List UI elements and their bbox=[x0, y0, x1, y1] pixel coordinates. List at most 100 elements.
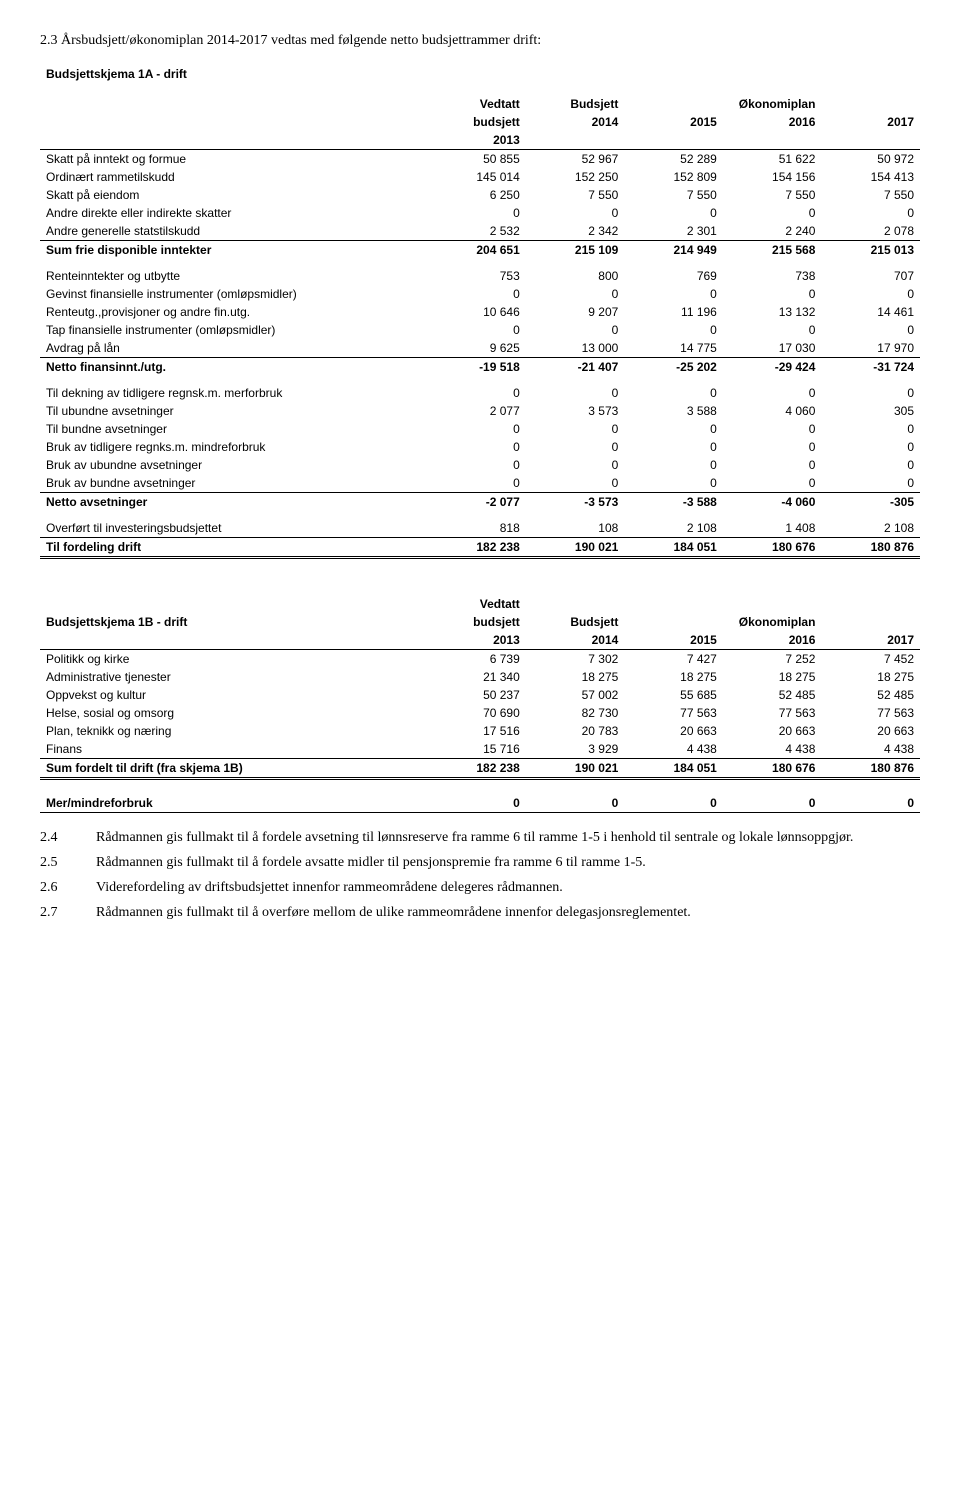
row-label: Sum fordelt til drift (fra skjema 1B) bbox=[40, 758, 427, 778]
table-row: Sum fordelt til drift (fra skjema 1B)182… bbox=[40, 758, 920, 778]
row-value: -25 202 bbox=[624, 357, 723, 376]
table-row: Netto avsetninger-2 077-3 573-3 588-4 06… bbox=[40, 492, 920, 511]
row-value: 0 bbox=[723, 285, 822, 303]
row-label: Sum frie disponible inntekter bbox=[40, 240, 427, 259]
row-value: 13 132 bbox=[723, 303, 822, 321]
table-1b-title: Budsjettskjema 1B - drift bbox=[40, 613, 427, 631]
row-value: 2 532 bbox=[427, 222, 526, 241]
row-value: 0 bbox=[526, 204, 625, 222]
row-value: 0 bbox=[624, 321, 723, 339]
table-1a-header-row1: Vedtatt Budsjett Økonomiplan bbox=[40, 95, 920, 113]
row-label: Plan, teknikk og næring bbox=[40, 722, 427, 740]
header-2013: 2013 bbox=[427, 131, 526, 150]
row-value: 9 207 bbox=[526, 303, 625, 321]
row-value: 17 970 bbox=[821, 339, 920, 358]
footer-v1: 0 bbox=[526, 794, 625, 813]
row-value: 215 568 bbox=[723, 240, 822, 259]
row-label: Renteutg.,provisjoner og andre fin.utg. bbox=[40, 303, 427, 321]
table-row: Bruk av ubundne avsetninger00000 bbox=[40, 456, 920, 474]
row-value: 0 bbox=[624, 456, 723, 474]
row-value: 0 bbox=[427, 420, 526, 438]
row-value: 3 588 bbox=[624, 402, 723, 420]
list-item: 2.4Rådmannen gis fullmakt til å fordele … bbox=[40, 829, 920, 848]
row-label: Andre direkte eller indirekte skatter bbox=[40, 204, 427, 222]
table-row: Tap finansielle instrumenter (omløpsmidl… bbox=[40, 321, 920, 339]
table-1b-header-row2: Budsjettskjema 1B - drift budsjett Budsj… bbox=[40, 613, 920, 631]
row-value: 180 876 bbox=[821, 758, 920, 778]
footer-v2: 0 bbox=[624, 794, 723, 813]
row-value: 6 250 bbox=[427, 186, 526, 204]
table-row: Skatt på inntekt og formue50 85552 96752… bbox=[40, 149, 920, 168]
row-label: Til fordeling drift bbox=[40, 537, 427, 557]
row-value: 7 452 bbox=[821, 649, 920, 668]
row-value: 4 438 bbox=[821, 740, 920, 759]
list-item-number: 2.5 bbox=[40, 854, 96, 873]
row-value: 2 108 bbox=[624, 511, 723, 538]
row-value: 0 bbox=[821, 321, 920, 339]
row-value: 215 109 bbox=[526, 240, 625, 259]
row-label: Avdrag på lån bbox=[40, 339, 427, 358]
list-item-text: Rådmannen gis fullmakt til å fordele avs… bbox=[96, 829, 920, 848]
row-value: 0 bbox=[526, 420, 625, 438]
row-value: 4 438 bbox=[723, 740, 822, 759]
row-value: 18 275 bbox=[821, 668, 920, 686]
row-value: 0 bbox=[624, 285, 723, 303]
list-item-number: 2.7 bbox=[40, 904, 96, 923]
row-value: 152 809 bbox=[624, 168, 723, 186]
table-row: Til bundne avsetninger00000 bbox=[40, 420, 920, 438]
row-value: 215 013 bbox=[821, 240, 920, 259]
row-value: 2 301 bbox=[624, 222, 723, 241]
table-row: Bruk av tidligere regnks.m. mindreforbru… bbox=[40, 438, 920, 456]
row-value: 3 573 bbox=[526, 402, 625, 420]
row-label: Tap finansielle instrumenter (omløpsmidl… bbox=[40, 321, 427, 339]
row-value: 51 622 bbox=[723, 149, 822, 168]
row-value: 20 663 bbox=[821, 722, 920, 740]
row-value: 0 bbox=[624, 420, 723, 438]
table-row: Plan, teknikk og næring17 51620 78320 66… bbox=[40, 722, 920, 740]
row-value: 10 646 bbox=[427, 303, 526, 321]
row-label: Overført til investeringsbudsjettet bbox=[40, 511, 427, 538]
row-value: 2 108 bbox=[821, 511, 920, 538]
row-value: 0 bbox=[821, 474, 920, 493]
row-value: 180 676 bbox=[723, 758, 822, 778]
row-value: 0 bbox=[624, 376, 723, 402]
row-value: 3 929 bbox=[526, 740, 625, 759]
row-label: Bruk av bundne avsetninger bbox=[40, 474, 427, 493]
table-1a-title-row: Budsjettskjema 1A - drift bbox=[40, 65, 920, 83]
table-row: Ordinært rammetilskudd145 014152 250152 … bbox=[40, 168, 920, 186]
table-1a-title: Budsjettskjema 1A - drift bbox=[40, 65, 427, 83]
row-value: 738 bbox=[723, 259, 822, 285]
row-value: 18 275 bbox=[526, 668, 625, 686]
table-1b-header-row1: Vedtatt bbox=[40, 595, 920, 613]
row-value: 21 340 bbox=[427, 668, 526, 686]
row-value: 753 bbox=[427, 259, 526, 285]
row-value: 7 427 bbox=[624, 649, 723, 668]
row-value: 707 bbox=[821, 259, 920, 285]
row-label: Ordinært rammetilskudd bbox=[40, 168, 427, 186]
header-1b-2017: 2017 bbox=[821, 631, 920, 650]
table-row: Sum frie disponible inntekter204 651215 … bbox=[40, 240, 920, 259]
row-value: -31 724 bbox=[821, 357, 920, 376]
row-value: 180 676 bbox=[723, 537, 822, 557]
row-value: 145 014 bbox=[427, 168, 526, 186]
row-value: -3 588 bbox=[624, 492, 723, 511]
row-value: 55 685 bbox=[624, 686, 723, 704]
row-value: 0 bbox=[526, 474, 625, 493]
row-value: 18 275 bbox=[723, 668, 822, 686]
row-value: -3 573 bbox=[526, 492, 625, 511]
table-row: Til fordeling drift182 238190 021184 051… bbox=[40, 537, 920, 557]
row-value: -2 077 bbox=[427, 492, 526, 511]
table-row: Politikk og kirke6 7397 3027 4277 2527 4… bbox=[40, 649, 920, 668]
table-row: Avdrag på lån9 62513 00014 77517 03017 9… bbox=[40, 339, 920, 358]
row-label: Skatt på eiendom bbox=[40, 186, 427, 204]
list-item-number: 2.4 bbox=[40, 829, 96, 848]
row-value: 0 bbox=[526, 376, 625, 402]
row-value: 52 485 bbox=[821, 686, 920, 704]
row-value: 17 030 bbox=[723, 339, 822, 358]
row-value: 0 bbox=[723, 420, 822, 438]
row-value: 77 563 bbox=[624, 704, 723, 722]
table-row: Finans15 7163 9294 4384 4384 438 bbox=[40, 740, 920, 759]
row-value: 0 bbox=[427, 285, 526, 303]
header-vedtatt: Vedtatt bbox=[427, 95, 526, 113]
list-item: 2.7Rådmannen gis fullmakt til å overføre… bbox=[40, 904, 920, 923]
